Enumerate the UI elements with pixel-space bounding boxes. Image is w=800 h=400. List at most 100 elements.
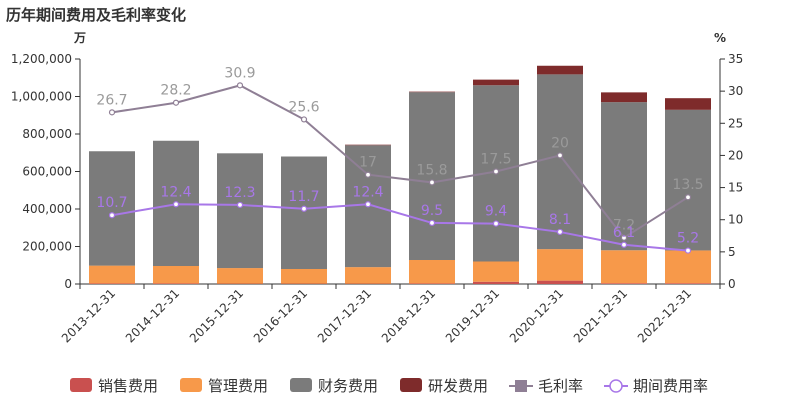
bar-财务费用 (601, 102, 647, 251)
data-label-期间费用率: 10.7 (96, 195, 127, 211)
data-label-毛利率: 30.9 (224, 65, 255, 81)
data-label-毛利率: 28.2 (160, 83, 191, 99)
point-毛利率 (492, 168, 500, 175)
legend-swatch-销售费用 (70, 378, 92, 392)
bar-销售费用 (89, 283, 135, 284)
data-label-期间费用率: 12.3 (224, 185, 255, 201)
data-label-期间费用率: 12.4 (352, 184, 383, 200)
data-label-毛利率: 17 (359, 155, 377, 171)
legend-label-毛利率: 毛利率 (538, 377, 583, 395)
y-left-tick-label: 1,200,000 (11, 52, 72, 66)
point-期间费用率 (556, 228, 564, 236)
bar-管理费用 (601, 250, 647, 284)
x-tick-label: 2017-12-31 (315, 286, 374, 345)
bar-财务费用 (89, 151, 135, 266)
data-label-毛利率: 20 (551, 135, 569, 151)
x-tick-label: 2018-12-31 (379, 286, 438, 345)
point-期间费用率 (108, 212, 116, 219)
bar-管理费用 (217, 268, 263, 284)
bar-研发费用 (601, 92, 647, 103)
y-right-tick-label: 35 (728, 52, 743, 66)
legend-label-研发费用: 研发费用 (428, 377, 488, 395)
y-left-tick-label: 1,000,000 (11, 90, 72, 104)
bar-研发费用 (473, 79, 519, 86)
legend-label-销售费用: 销售费用 (98, 377, 158, 395)
data-label-毛利率: 17.5 (480, 152, 511, 168)
y-right-tick-label: 5 (728, 245, 736, 259)
legend-swatch-研发费用 (400, 378, 422, 392)
point-毛利率 (172, 99, 180, 106)
data-label-期间费用率: 12.4 (160, 184, 191, 200)
bar-销售费用 (409, 283, 455, 284)
data-label-毛利率: 25.6 (288, 99, 319, 115)
data-label-期间费用率: 9.4 (485, 204, 507, 220)
y-right-tick-label: 20 (728, 148, 743, 162)
point-期间费用率 (620, 241, 628, 248)
bar-销售费用 (537, 280, 583, 284)
point-毛利率 (300, 116, 308, 123)
bar-管理费用 (153, 266, 199, 284)
bar-管理费用 (345, 267, 391, 284)
bar-管理费用 (665, 250, 711, 284)
data-label-期间费用率: 6.1 (613, 225, 635, 241)
data-label-期间费用率: 11.7 (288, 189, 319, 205)
bar-管理费用 (537, 249, 583, 281)
y-left-tick-label: 600,000 (22, 165, 72, 179)
point-期间费用率 (492, 220, 500, 227)
bar-管理费用 (281, 269, 327, 284)
y-right-unit: % (714, 31, 726, 45)
y-left-tick-label: 400,000 (22, 202, 72, 216)
point-毛利率 (108, 109, 116, 116)
legend-label-财务费用: 财务费用 (318, 377, 378, 395)
point-毛利率 (364, 171, 372, 178)
data-label-毛利率: 7.2 (613, 218, 635, 234)
point-期间费用率 (236, 201, 244, 209)
legend-label-期间费用率: 期间费用率 (633, 377, 708, 395)
y-left-tick-label: 800,000 (22, 127, 72, 141)
data-label-期间费用率: 8.1 (549, 212, 571, 228)
data-label-毛利率: 26.7 (96, 92, 127, 108)
bar-销售费用 (153, 283, 199, 284)
bar-销售费用 (601, 283, 647, 284)
bar-销售费用 (473, 281, 519, 284)
y-left-tick-label: 0 (64, 277, 72, 291)
legend-swatch-marker-毛利率 (515, 380, 527, 392)
x-tick-label: 2015-12-31 (187, 286, 246, 345)
bar-财务费用 (217, 153, 263, 269)
point-期间费用率 (684, 247, 692, 254)
point-期间费用率 (364, 201, 372, 208)
y-right-tick-label: 30 (728, 84, 743, 98)
x-tick-label: 2013-12-31 (59, 286, 118, 345)
chart-title: 历年期间费用及毛利率变化 (6, 6, 187, 24)
data-label-毛利率: 13.5 (672, 177, 703, 193)
y-right-tick-label: 10 (728, 213, 743, 227)
point-毛利率 (556, 152, 564, 159)
data-label-期间费用率: 9.5 (421, 203, 443, 219)
point-毛利率 (620, 234, 628, 241)
point-期间费用率 (172, 201, 180, 208)
legend-swatch-marker-期间费用率 (609, 379, 623, 393)
y-left-unit: 万 (73, 31, 86, 45)
bar-研发费用 (665, 98, 711, 110)
line-毛利率 (111, 84, 689, 240)
y-right-tick-label: 0 (728, 277, 736, 291)
legend-swatch-财务费用 (290, 378, 312, 392)
x-tick-label: 2016-12-31 (251, 286, 310, 345)
bar-管理费用 (89, 265, 135, 284)
y-left-tick-label: 200,000 (22, 240, 72, 254)
bar-管理费用 (409, 260, 455, 284)
point-期间费用率 (300, 205, 308, 212)
bar-财务费用 (409, 92, 455, 260)
x-tick-label: 2020-12-31 (507, 286, 566, 345)
bar-研发费用 (537, 65, 583, 75)
x-tick-label: 2019-12-31 (443, 286, 502, 345)
legend-swatch-管理费用 (180, 378, 202, 392)
bar-研发费用 (409, 91, 455, 93)
y-right-tick-label: 25 (728, 116, 743, 130)
line-期间费用率 (111, 203, 689, 252)
point-期间费用率 (428, 219, 436, 227)
data-label-期间费用率: 5.2 (677, 231, 699, 247)
data-label-毛利率: 15.8 (416, 162, 447, 178)
